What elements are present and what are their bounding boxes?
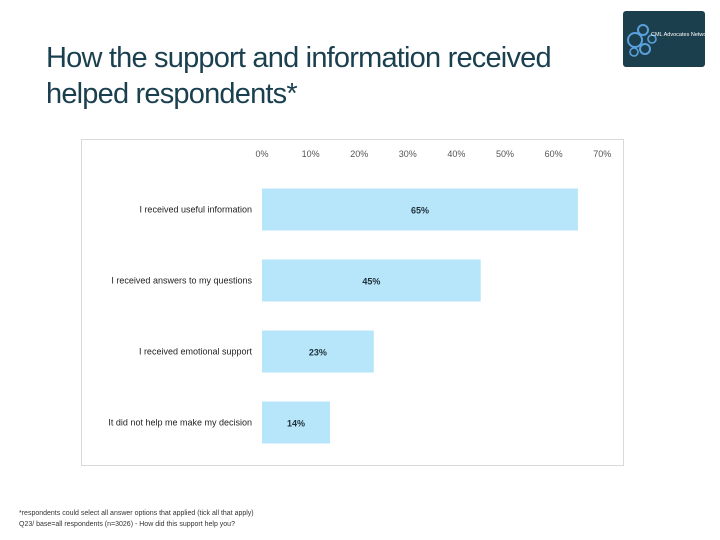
title-line-2: helped respondents* [46, 78, 298, 110]
data-label: 23% [309, 348, 327, 358]
category-label: I received emotional support [139, 347, 253, 357]
data-label: 45% [362, 277, 380, 287]
title-line-1: How the support and information received [46, 42, 552, 74]
bar [262, 401, 331, 444]
chart-frame: 0% 10% 20% 30% 40% 50% 60% 70% I received useful… [81, 139, 624, 466]
x-tick-label: 50% [496, 149, 514, 159]
x-tick-label: 0% [255, 149, 268, 159]
bar [262, 330, 374, 373]
x-tick-label: 60% [545, 149, 563, 159]
footnote-line-2: Q23/ base=all respondents (n=3026) - How… [19, 521, 235, 528]
category-label: I received answers to my questions [111, 276, 252, 286]
page-title: How the support and information received… [46, 40, 626, 112]
bar [262, 259, 481, 302]
data-label: 14% [287, 419, 305, 429]
data-label: 65% [411, 206, 429, 216]
logo-text: CML Advocates Network [651, 32, 712, 38]
logo-circles-icon [627, 24, 657, 57]
category-label: I received useful information [139, 205, 252, 215]
bar [262, 188, 578, 231]
x-tick-label: 40% [447, 149, 465, 159]
category-label: It did not help me make my decision [108, 418, 252, 428]
footnote-line-1: *respondents could select all answer opt… [19, 510, 254, 517]
logo: CML Advocates Network [623, 11, 711, 67]
x-tick-label: 20% [350, 149, 368, 159]
x-tick-label: 10% [302, 149, 320, 159]
x-tick-label: 30% [399, 149, 417, 159]
bar-chart: 0% 10% 20% 30% 40% 50% 60% 70% I received useful… [108, 149, 611, 444]
x-tick-label: 70% [593, 149, 611, 159]
footnote: *respondents could select all answer opt… [19, 508, 254, 530]
